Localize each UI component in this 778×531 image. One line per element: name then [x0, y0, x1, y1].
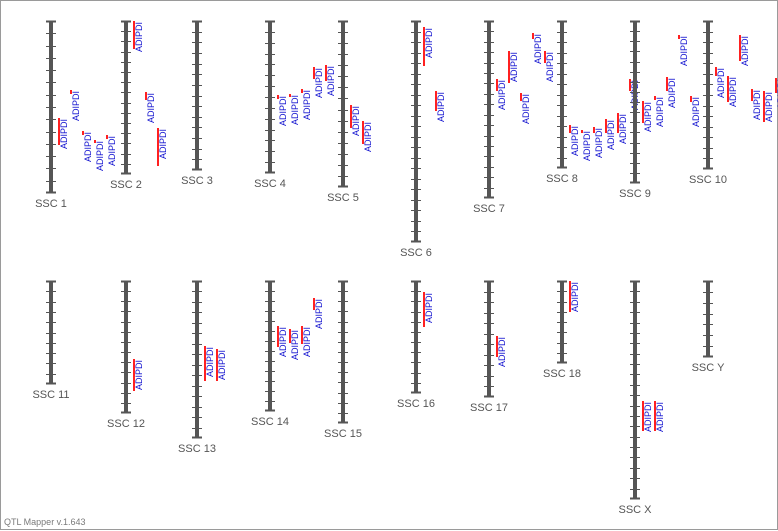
ssc-17-label: SSC 17 — [470, 402, 508, 414]
qtl-label: ADIPDI — [290, 95, 300, 125]
qtl-label: ADIPDI — [83, 132, 93, 162]
ssc-18-label: SSC 18 — [543, 368, 581, 380]
ssc-8-label: SSC 8 — [546, 173, 578, 185]
qtl-label: ADIPDI — [618, 114, 628, 144]
ssc-12-label: SSC 12 — [107, 418, 145, 430]
qtl-label: ADIPDI — [278, 96, 288, 126]
qtl-label: ADIPDI — [776, 79, 778, 109]
qtl-label: ADIPDI — [314, 68, 324, 98]
qtl-label: ADIPDI — [509, 52, 519, 82]
qtl-label: ADIPDI — [545, 52, 555, 82]
ssc-9-label: SSC 9 — [619, 188, 651, 200]
qtl-label: ADIPDI — [134, 360, 144, 390]
ssc-15-label: SSC 15 — [324, 428, 362, 440]
ssc-3-label: SSC 3 — [181, 175, 213, 187]
qtl-label: ADIPDI — [363, 122, 373, 152]
qtl-label: ADIPDI — [424, 293, 434, 323]
qtl-label: ADIPDI — [59, 119, 69, 149]
qtl-label: ADIPDI — [71, 91, 81, 121]
ssc-x-label: SSC X — [618, 504, 652, 516]
qtl-label: ADIPDI — [643, 102, 653, 132]
qtl-label: ADIPDI — [95, 141, 105, 171]
qtl-label: ADIPDI — [436, 92, 446, 122]
ssc-4-label: SSC 4 — [254, 178, 286, 190]
ssc-10-label: SSC 10 — [689, 174, 727, 186]
qtl-label: ADIPDI — [655, 97, 665, 127]
qtl-label: ADIPDI — [655, 402, 665, 432]
ssc-6-label: SSC 6 — [400, 247, 432, 259]
qtl-label: ADIPDI — [740, 36, 750, 66]
qtl-label: ADIPDI — [217, 350, 227, 380]
ssc-16-label: SSC 16 — [397, 398, 435, 410]
qtl-label: ADIPDI — [302, 90, 312, 120]
qtl-label: ADIPDI — [158, 129, 168, 159]
qtl-label: ADIPDI — [134, 22, 144, 52]
qtl-label: ADIPDI — [205, 347, 215, 377]
qtl-label: ADIPDI — [521, 94, 531, 124]
qtl-label: ADIPDI — [643, 402, 653, 432]
qtl-label: ADIPDI — [326, 66, 336, 96]
qtl-label: ADIPDI — [424, 28, 434, 58]
version-label: QTL Mapper v.1.643 — [4, 517, 86, 527]
qtl-label: ADIPDI — [107, 136, 117, 166]
ssc-7-label: SSC 7 — [473, 203, 505, 215]
qtl-label: ADIPDI — [533, 34, 543, 64]
qtl-label: ADIPDI — [764, 92, 774, 122]
qtl-label: ADIPDI — [594, 128, 604, 158]
qtl-label: ADIPDI — [302, 327, 312, 357]
qtl-label: ADIPDI — [351, 106, 361, 136]
qtl-label: ADIPDI — [691, 97, 701, 127]
qtl-label: ADIPDI — [497, 80, 507, 110]
ssc-2-label: SSC 2 — [110, 179, 142, 191]
ssc-11-label: SSC 11 — [32, 389, 69, 401]
ssc-14-label: SSC 14 — [251, 416, 289, 428]
qtl-label: ADIPDI — [716, 68, 726, 98]
ssc-1-label: SSC 1 — [35, 198, 67, 210]
qtl-label: ADIPDI — [752, 90, 762, 120]
qtl-label: ADIPDI — [497, 337, 507, 367]
qtl-label: ADIPDI — [728, 77, 738, 107]
qtl-label: ADIPDI — [314, 299, 324, 329]
ssc-y-label: SSC Y — [692, 362, 725, 374]
ssc-13-label: SSC 13 — [178, 443, 216, 455]
qtl-label: ADIPDI — [146, 93, 156, 123]
qtl-label: ADIPDI — [667, 78, 677, 108]
qtl-label: ADIPDI — [582, 131, 592, 161]
qtl-label: ADIPDI — [679, 36, 689, 66]
qtl-label: ADIPDI — [570, 126, 580, 156]
qtl-label: ADIPDI — [570, 282, 580, 312]
ssc-5-label: SSC 5 — [327, 192, 359, 204]
qtl-label: ADIPDI — [290, 330, 300, 360]
qtl-label: ADIPDI — [278, 327, 288, 357]
qtl-label: ADIPDI — [606, 120, 616, 150]
